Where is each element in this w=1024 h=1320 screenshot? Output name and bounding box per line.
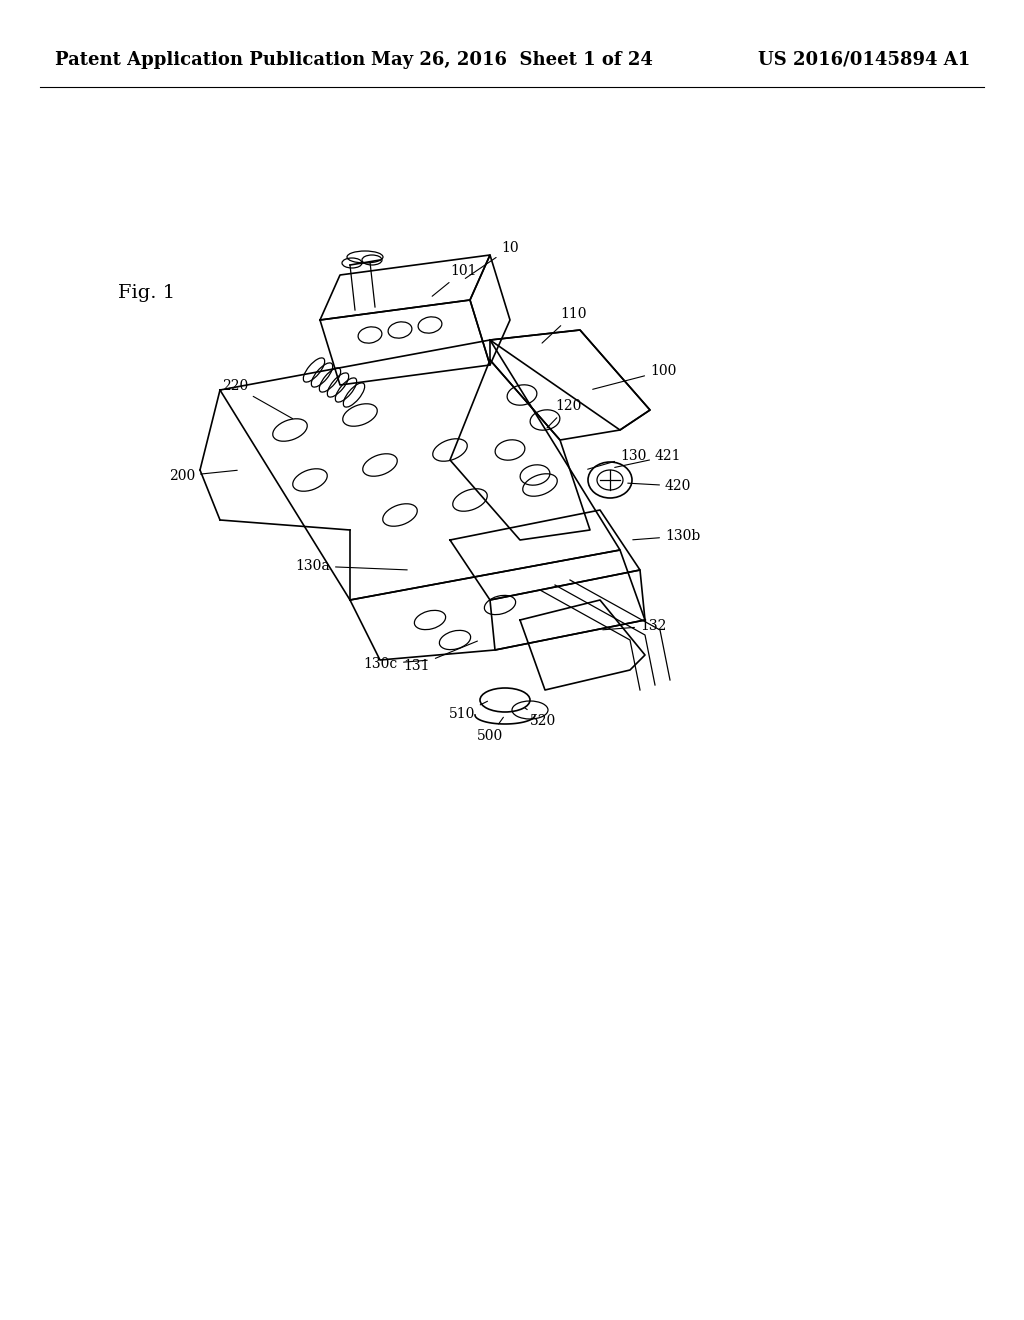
Text: 110: 110 (542, 308, 587, 343)
Text: 100: 100 (593, 364, 677, 389)
Text: 120: 120 (547, 399, 582, 428)
Text: 520: 520 (525, 708, 556, 729)
Text: 130a: 130a (295, 558, 408, 573)
Text: 421: 421 (614, 449, 682, 467)
Text: 130c: 130c (364, 657, 427, 671)
Text: 420: 420 (628, 479, 691, 492)
Text: 510: 510 (449, 701, 487, 721)
Text: 130b: 130b (633, 529, 700, 543)
Text: 200: 200 (169, 469, 238, 483)
Text: 101: 101 (432, 264, 476, 296)
Text: 131: 131 (403, 642, 477, 673)
Text: US 2016/0145894 A1: US 2016/0145894 A1 (758, 50, 970, 69)
Text: 500: 500 (477, 717, 504, 743)
Text: Fig. 1: Fig. 1 (118, 284, 175, 302)
Text: Patent Application Publication: Patent Application Publication (55, 50, 366, 69)
Text: May 26, 2016  Sheet 1 of 24: May 26, 2016 Sheet 1 of 24 (371, 50, 653, 69)
Text: 10: 10 (465, 242, 519, 279)
Text: 130: 130 (588, 449, 646, 469)
Text: 220: 220 (222, 379, 293, 418)
Text: 132: 132 (603, 619, 667, 634)
